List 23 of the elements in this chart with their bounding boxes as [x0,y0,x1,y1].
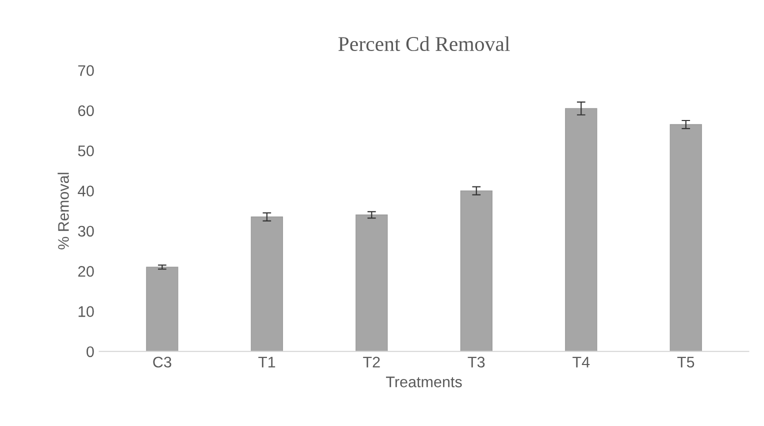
x-axis-title: Treatments [386,376,462,388]
y-tick-label: 70 [78,65,94,76]
y-tick-label: 30 [78,226,94,237]
x-tick-label: T4 [572,356,590,368]
bar [460,190,492,352]
chart-title: Percent Cd Removal [338,36,510,52]
x-tick-label: T3 [468,356,485,368]
bar [356,214,388,352]
bar [146,266,178,352]
y-tick-label: 10 [78,306,94,317]
y-tick-label: 0 [86,346,94,358]
y-tick-label: 50 [78,145,94,156]
bar [250,216,283,352]
x-tick-label: T2 [363,356,380,368]
bar [565,108,598,352]
x-tick-label: T1 [258,356,276,368]
bar [670,124,702,352]
y-tick-label: 60 [78,105,94,116]
x-tick-label: C3 [153,356,172,368]
y-tick-label: 40 [78,186,94,196]
y-tick-label: 20 [78,266,94,277]
y-axis-title: % Removal [58,172,69,250]
x-tick-label: T5 [677,356,694,368]
